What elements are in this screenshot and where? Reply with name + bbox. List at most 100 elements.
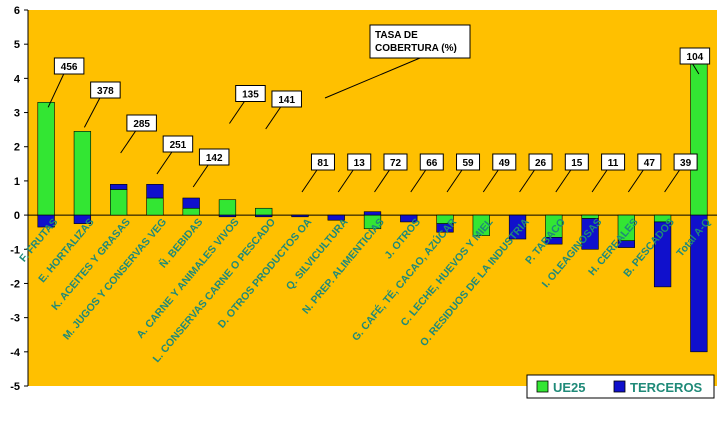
callout-leader	[664, 166, 683, 193]
annotation-line-1: TASA DE	[375, 30, 418, 41]
coverage-label: 26	[535, 158, 547, 169]
y-tick-label: -3	[10, 313, 20, 325]
bar-terceros	[653, 221, 672, 288]
bar-ue25	[73, 131, 92, 216]
bar-terceros	[690, 214, 708, 353]
y-tick-label: -4	[10, 347, 21, 359]
bar-terceros	[327, 214, 345, 221]
coverage-label: 251	[170, 140, 187, 151]
bar-terceros	[110, 184, 128, 190]
annotation-box: TASA DE COBERTURA (%)	[324, 24, 471, 99]
y-tick-label: 1	[14, 176, 20, 188]
bar-ue25	[472, 214, 490, 236]
callout-leader	[410, 166, 429, 193]
bar-terceros	[255, 214, 273, 218]
bar-terceros	[436, 223, 454, 233]
y-tick-label: -1	[10, 244, 20, 256]
callout-leader	[229, 98, 247, 124]
coverage-label: 285	[133, 119, 150, 130]
coverage-label: 104	[687, 52, 704, 63]
bar-terceros	[291, 214, 309, 218]
bar-ue25	[690, 60, 708, 216]
bars	[37, 60, 708, 353]
coverage-label: 378	[97, 86, 114, 97]
coverage-label: 13	[354, 158, 366, 169]
callout-box	[271, 90, 302, 108]
y-tick-label: 5	[14, 39, 20, 51]
legend-swatch-ue25	[536, 380, 549, 393]
callout-leader	[482, 166, 501, 193]
callout-box	[90, 81, 121, 99]
bar-terceros	[73, 214, 92, 224]
legend: UE25 TERCEROS	[526, 374, 715, 399]
callout-leader	[120, 127, 139, 154]
callout-leader	[446, 166, 465, 193]
coverage-label: 141	[278, 95, 295, 106]
callout-box	[383, 153, 408, 171]
callout-leader	[156, 148, 175, 175]
callout-box	[673, 153, 698, 171]
callout-box	[637, 153, 662, 171]
callout-leader	[47, 70, 66, 108]
y-tick-label: 4	[14, 73, 21, 85]
bar-terceros	[363, 211, 382, 216]
coverage-label: 72	[390, 158, 402, 169]
bar-ue25	[218, 199, 237, 216]
bar-terceros	[400, 214, 418, 223]
coverage-label: 66	[426, 158, 438, 169]
callout-box	[492, 153, 517, 171]
y-tick-label: 3	[14, 108, 20, 120]
coverage-callouts: 456 378 285 251 142 135 141 81 13 72 66 59 49 26 15 11 4…	[47, 47, 711, 193]
callout-leader	[301, 166, 320, 193]
coverage-label: 142	[206, 153, 223, 164]
callout-box	[679, 47, 711, 65]
legend-label-terceros: TERCEROS	[630, 380, 703, 395]
callout-box	[53, 57, 85, 75]
bar-terceros	[37, 214, 55, 228]
bar-ue25	[182, 207, 200, 216]
callout-box	[564, 153, 589, 171]
callout-leader	[265, 103, 284, 130]
coverage-label: 11	[608, 158, 619, 169]
callout-box	[126, 114, 157, 132]
callout-leader	[519, 166, 537, 193]
y-tick-label: -5	[10, 381, 20, 393]
y-tick-label: 0	[14, 210, 20, 222]
y-tick-label: 2	[14, 142, 20, 154]
callout-leader	[627, 166, 646, 193]
bar-ue25	[37, 101, 55, 216]
callout-box	[198, 148, 230, 166]
bar-ue25	[146, 197, 164, 216]
bar-terceros	[146, 184, 164, 199]
coverage-label: 47	[644, 158, 656, 169]
coverage-label: 15	[571, 158, 583, 169]
coverage-label: 456	[61, 62, 78, 73]
coverage-label: 135	[242, 90, 259, 101]
callout-leader	[555, 166, 574, 193]
bar-terceros	[617, 240, 635, 248]
legend-label-ue25: UE25	[553, 380, 586, 395]
y-tick-label: 6	[14, 5, 20, 17]
y-tick-label: -2	[10, 278, 20, 290]
callout-leader	[83, 94, 102, 128]
coverage-label: 49	[499, 158, 511, 169]
coverage-label: 39	[680, 158, 692, 169]
legend-swatch-terceros	[613, 380, 626, 393]
bar-terceros	[508, 214, 527, 240]
plot-area	[28, 10, 717, 386]
bar-terceros	[182, 197, 200, 209]
callout-box	[310, 153, 335, 171]
bar-ue25	[110, 189, 128, 216]
callout-box	[347, 153, 372, 171]
callout-box	[528, 153, 553, 171]
bar-terceros	[545, 237, 563, 245]
callout-leader	[374, 166, 392, 193]
callout-leader	[337, 166, 356, 193]
callout-box	[235, 85, 266, 102]
callout-box	[162, 135, 194, 153]
callout-box	[419, 153, 444, 171]
callout-box	[456, 153, 481, 171]
callout-leader	[192, 161, 211, 188]
coverage-label: 81	[317, 158, 329, 169]
